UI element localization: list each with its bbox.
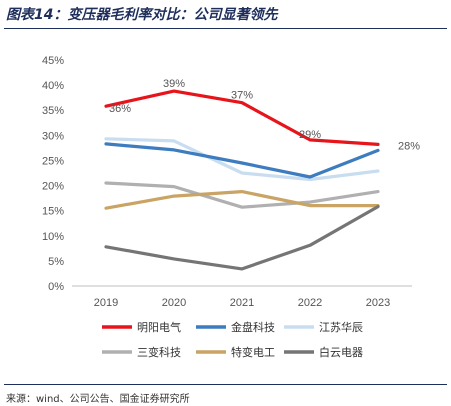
x-tick-label: 2023 (366, 297, 390, 309)
line-chart: 0% 5% 10% 15% 20% 25% 30% 35% 40% 45% 2019 2020 2021… (42, 55, 420, 359)
y-tick-label: 5% (48, 256, 64, 268)
y-tick-label: 15% (42, 206, 64, 218)
y-tick-label: 45% (42, 55, 64, 67)
x-tick-label: 2022 (298, 297, 322, 309)
legend-label: 金盘科技 (231, 320, 275, 334)
source-note: 来源：wind、公司公告、国金证券研究所 (6, 394, 190, 405)
y-tick-label: 0% (48, 281, 64, 293)
series-line-4 (104, 181, 380, 209)
x-tick-label: 2019 (94, 297, 118, 309)
legend-label: 三变科技 (137, 345, 181, 359)
legend-label: 白云电器 (319, 345, 363, 359)
legend-label: 明阳电气 (137, 320, 181, 334)
series-line-2 (104, 142, 380, 179)
data-label: 37% (231, 90, 253, 102)
data-label: 29% (299, 129, 321, 141)
title-divider (4, 28, 447, 29)
y-tick-label: 35% (42, 105, 64, 117)
series-line-6 (104, 205, 380, 271)
footer-divider (4, 384, 447, 385)
legend-label: 江苏华辰 (319, 320, 363, 334)
y-tick-label: 25% (42, 155, 64, 167)
y-tick-label: 30% (42, 130, 64, 142)
x-tick-label: 2020 (162, 297, 186, 309)
x-tick-label: 2021 (230, 297, 254, 309)
data-label: 36% (109, 103, 131, 115)
y-tick-label: 10% (42, 231, 64, 243)
legend-label: 特变电工 (231, 345, 275, 359)
data-label: 28% (398, 140, 420, 152)
data-label: 39% (163, 78, 185, 90)
series-line-3 (104, 137, 380, 182)
series-line-5 (104, 190, 380, 210)
y-tick-label: 20% (42, 181, 64, 193)
series-line-1 (104, 89, 380, 146)
y-tick-label: 40% (42, 80, 64, 92)
figure-title: 图表14：变压器毛利率对比：公司显著领先 (6, 7, 278, 23)
